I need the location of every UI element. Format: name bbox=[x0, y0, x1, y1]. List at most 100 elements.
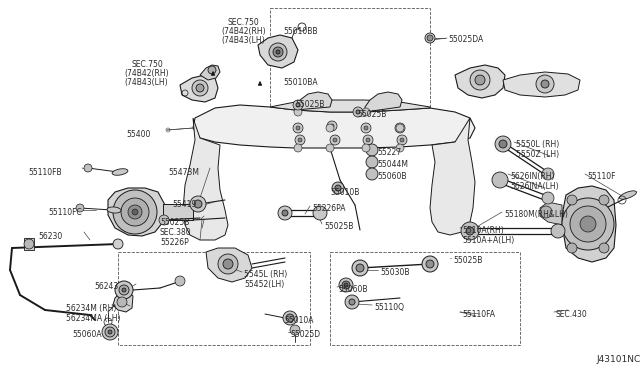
Circle shape bbox=[366, 144, 378, 156]
Circle shape bbox=[119, 285, 129, 295]
Text: 55010BA: 55010BA bbox=[283, 78, 317, 87]
Text: (74B43(LH): (74B43(LH) bbox=[221, 36, 264, 45]
Text: (74B43(LH): (74B43(LH) bbox=[124, 78, 168, 87]
Text: 5626INA(LH): 5626INA(LH) bbox=[510, 182, 559, 191]
Circle shape bbox=[400, 138, 404, 142]
Bar bbox=[330, 252, 520, 345]
Polygon shape bbox=[206, 248, 252, 282]
Circle shape bbox=[132, 209, 138, 215]
Text: 56230: 56230 bbox=[38, 232, 62, 241]
Circle shape bbox=[364, 126, 368, 130]
Circle shape bbox=[290, 325, 300, 335]
Circle shape bbox=[84, 164, 92, 172]
Circle shape bbox=[192, 80, 208, 96]
Circle shape bbox=[395, 123, 405, 133]
Circle shape bbox=[366, 138, 370, 142]
Circle shape bbox=[208, 66, 216, 74]
Polygon shape bbox=[503, 72, 580, 97]
Polygon shape bbox=[455, 65, 505, 98]
Circle shape bbox=[427, 35, 433, 41]
Text: 55025B: 55025B bbox=[453, 256, 483, 265]
Circle shape bbox=[330, 124, 334, 128]
Circle shape bbox=[159, 215, 169, 225]
Circle shape bbox=[567, 243, 577, 253]
Circle shape bbox=[339, 278, 353, 292]
Text: 55110F: 55110F bbox=[587, 172, 616, 181]
Circle shape bbox=[536, 75, 554, 93]
Circle shape bbox=[190, 196, 206, 212]
Circle shape bbox=[542, 168, 554, 180]
Circle shape bbox=[466, 227, 474, 235]
Polygon shape bbox=[258, 35, 298, 68]
Circle shape bbox=[175, 276, 185, 286]
Text: SEC.750: SEC.750 bbox=[228, 18, 260, 27]
Circle shape bbox=[366, 168, 378, 180]
Polygon shape bbox=[193, 105, 475, 148]
Bar bbox=[270, 8, 430, 120]
Circle shape bbox=[398, 126, 402, 130]
Circle shape bbox=[113, 239, 123, 249]
Circle shape bbox=[422, 256, 438, 272]
Circle shape bbox=[286, 314, 294, 322]
Circle shape bbox=[599, 243, 609, 253]
Circle shape bbox=[363, 135, 373, 145]
Text: 55180M(RH&LH): 55180M(RH&LH) bbox=[504, 210, 568, 219]
Text: 55025B: 55025B bbox=[295, 100, 324, 109]
Circle shape bbox=[425, 33, 435, 43]
Text: 55452(LH): 55452(LH) bbox=[244, 280, 284, 289]
Bar bbox=[163, 204, 193, 220]
Text: 55473M: 55473M bbox=[168, 168, 199, 177]
Ellipse shape bbox=[112, 169, 128, 175]
Text: 55025B: 55025B bbox=[324, 222, 353, 231]
Circle shape bbox=[294, 144, 302, 152]
Text: 55227: 55227 bbox=[377, 148, 401, 157]
Circle shape bbox=[218, 254, 238, 274]
Circle shape bbox=[540, 206, 552, 218]
Circle shape bbox=[298, 138, 302, 142]
Text: 55025D: 55025D bbox=[290, 330, 320, 339]
Text: 5510A(RH): 5510A(RH) bbox=[462, 226, 504, 235]
Circle shape bbox=[342, 281, 350, 289]
Circle shape bbox=[326, 144, 334, 152]
Text: 5545L (RH): 5545L (RH) bbox=[244, 270, 287, 279]
Circle shape bbox=[396, 124, 404, 132]
Circle shape bbox=[121, 198, 149, 226]
Bar bbox=[118, 252, 310, 345]
Text: 56234M (RH): 56234M (RH) bbox=[66, 304, 116, 313]
Text: 55226PA: 55226PA bbox=[312, 204, 346, 213]
Polygon shape bbox=[113, 292, 133, 312]
Circle shape bbox=[223, 259, 233, 269]
Circle shape bbox=[326, 124, 334, 132]
Circle shape bbox=[362, 144, 370, 152]
Text: 55400: 55400 bbox=[126, 130, 150, 139]
Polygon shape bbox=[562, 186, 616, 262]
Circle shape bbox=[295, 135, 305, 145]
Text: 5626IN(RH): 5626IN(RH) bbox=[510, 172, 554, 181]
Circle shape bbox=[599, 195, 609, 205]
Polygon shape bbox=[295, 92, 332, 110]
Text: 55110FC: 55110FC bbox=[48, 208, 82, 217]
Circle shape bbox=[293, 100, 303, 110]
Ellipse shape bbox=[107, 207, 121, 213]
Circle shape bbox=[194, 200, 202, 208]
Text: SEC.430: SEC.430 bbox=[556, 310, 588, 319]
Circle shape bbox=[495, 136, 511, 152]
Circle shape bbox=[397, 135, 407, 145]
Polygon shape bbox=[430, 118, 475, 235]
Circle shape bbox=[113, 190, 157, 234]
Circle shape bbox=[356, 110, 360, 114]
Circle shape bbox=[562, 198, 614, 250]
Circle shape bbox=[115, 281, 133, 299]
Text: 56234MA (LH): 56234MA (LH) bbox=[66, 314, 120, 323]
Ellipse shape bbox=[620, 191, 637, 199]
Circle shape bbox=[128, 205, 142, 219]
Text: 55110FA: 55110FA bbox=[462, 310, 495, 319]
Text: 55060A: 55060A bbox=[72, 330, 102, 339]
Polygon shape bbox=[365, 92, 402, 112]
Circle shape bbox=[580, 216, 596, 232]
Circle shape bbox=[352, 260, 368, 276]
Circle shape bbox=[362, 108, 370, 116]
Text: SEC.380: SEC.380 bbox=[160, 228, 191, 237]
Circle shape bbox=[332, 182, 344, 194]
Circle shape bbox=[470, 70, 490, 90]
